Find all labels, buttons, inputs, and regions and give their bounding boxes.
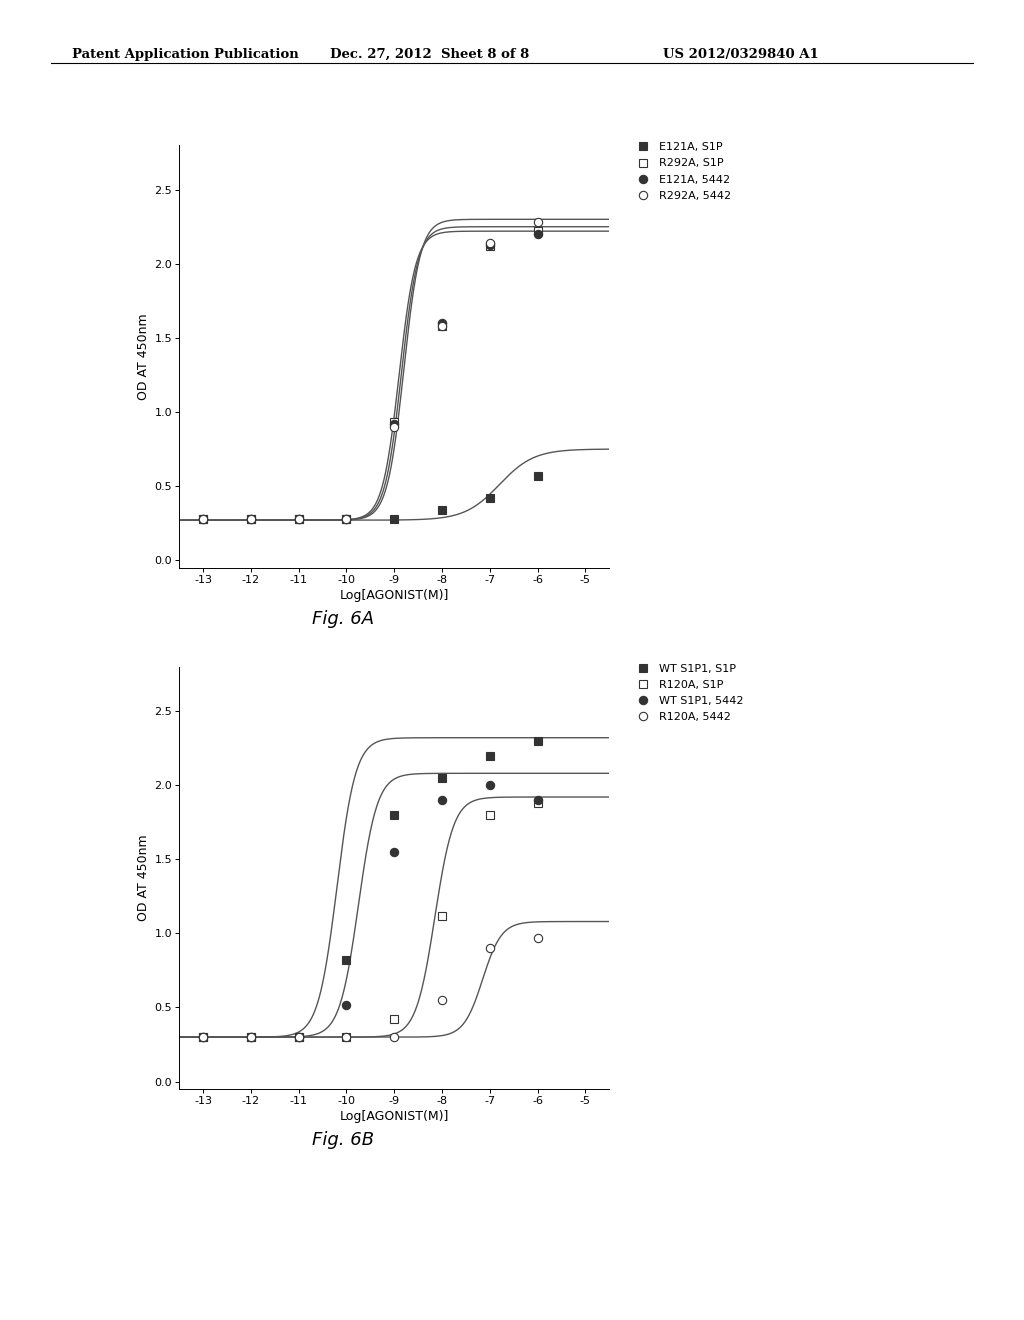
X-axis label: Log[AGONIST(M)]: Log[AGONIST(M)] <box>340 589 449 602</box>
X-axis label: Log[AGONIST(M)]: Log[AGONIST(M)] <box>340 1110 449 1123</box>
Text: Fig. 6A: Fig. 6A <box>312 610 374 628</box>
Y-axis label: OD AT 450nm: OD AT 450nm <box>137 313 151 400</box>
Text: Fig. 6B: Fig. 6B <box>312 1131 374 1150</box>
Text: Dec. 27, 2012  Sheet 8 of 8: Dec. 27, 2012 Sheet 8 of 8 <box>331 48 529 61</box>
Legend: WT S1P1, S1P, R120A, S1P, WT S1P1, 5442, R120A, 5442: WT S1P1, S1P, R120A, S1P, WT S1P1, 5442,… <box>632 664 743 722</box>
Legend: E121A, S1P, R292A, S1P, E121A, 5442, R292A, 5442: E121A, S1P, R292A, S1P, E121A, 5442, R29… <box>632 143 731 201</box>
Text: Patent Application Publication: Patent Application Publication <box>72 48 298 61</box>
Y-axis label: OD AT 450nm: OD AT 450nm <box>137 834 151 921</box>
Text: US 2012/0329840 A1: US 2012/0329840 A1 <box>664 48 819 61</box>
